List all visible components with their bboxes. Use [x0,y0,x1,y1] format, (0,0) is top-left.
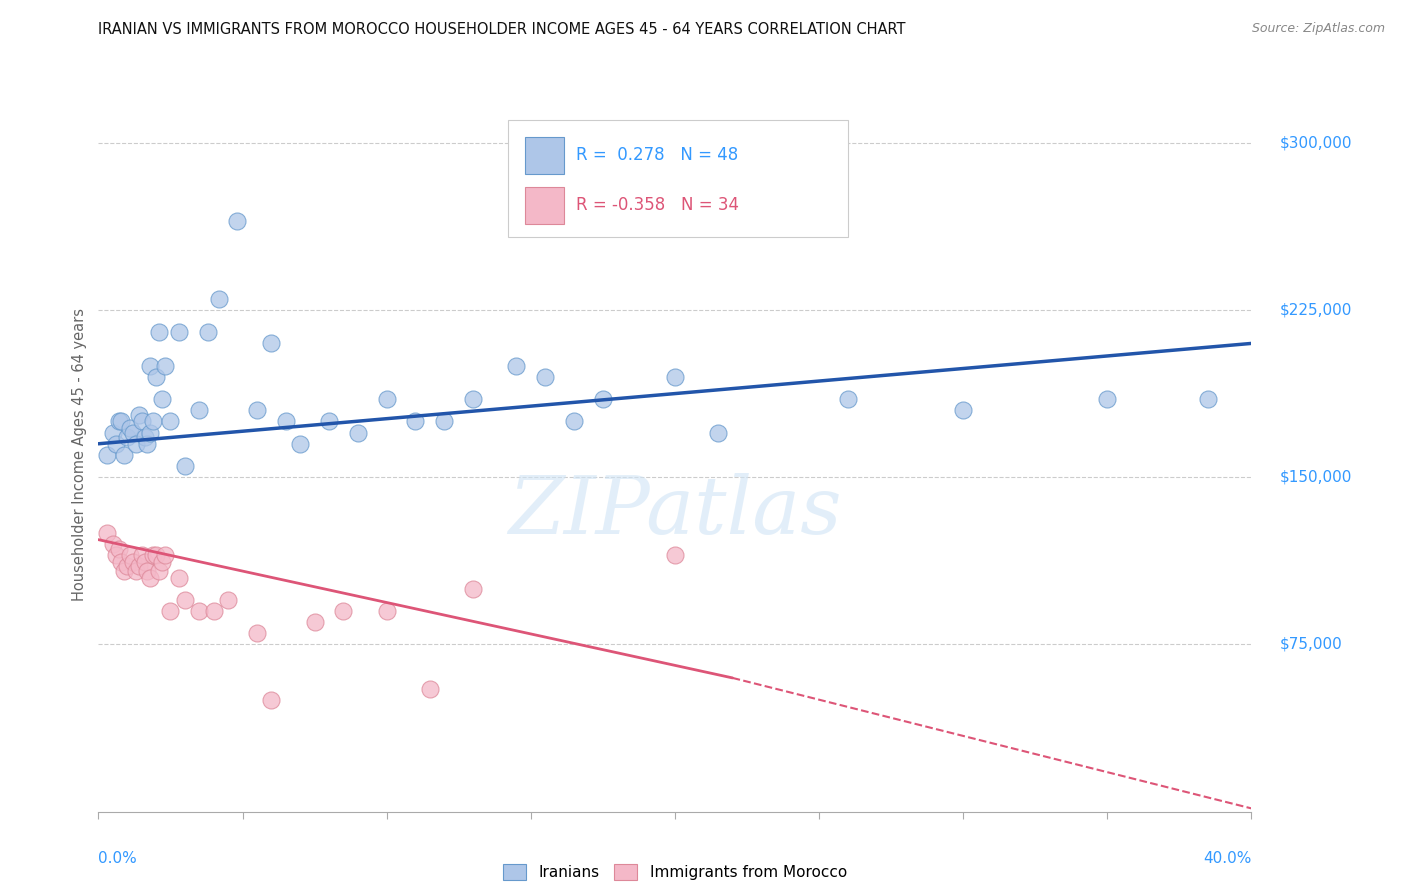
Point [139,359,162,373]
Point [145,369,167,384]
Point [96,448,118,462]
Point [188,604,211,618]
Point [332,604,354,618]
Point [707,425,730,440]
Point [112,564,135,578]
Point [837,392,859,407]
Point [1197,392,1219,407]
Point [107,414,129,428]
Point [197,325,219,339]
Point [159,604,181,618]
Point [208,292,231,306]
Point [246,626,269,640]
Text: R =  0.278   N = 48: R = 0.278 N = 48 [575,146,738,164]
Point [122,555,145,569]
Point [461,582,484,596]
Point [1097,392,1119,407]
Point [952,403,974,417]
Point [136,436,159,450]
Text: R = -0.358   N = 34: R = -0.358 N = 34 [575,196,738,214]
Point [131,548,153,563]
Point [128,559,150,574]
Point [419,681,441,696]
Point [246,403,269,417]
Point [142,548,165,563]
Point [107,541,129,556]
Point [260,693,283,707]
Point [139,425,162,440]
Point [167,571,190,585]
Point [150,392,173,407]
Point [128,408,150,422]
Point [274,414,297,428]
Point [131,414,153,428]
Text: ZIPatlas: ZIPatlas [508,474,842,550]
Point [125,436,148,450]
Point [148,325,170,339]
Point [145,548,167,563]
Point [117,430,138,444]
Point [433,414,456,428]
Point [405,414,427,428]
Text: $300,000: $300,000 [1281,136,1353,150]
Point [104,436,127,450]
Point [534,369,557,384]
Point [153,548,176,563]
Point [202,604,225,618]
Point [225,213,247,227]
FancyBboxPatch shape [524,136,564,174]
FancyBboxPatch shape [508,120,848,237]
Point [117,559,138,574]
Point [260,336,283,351]
Y-axis label: Householder Income Ages 45 - 64 years: Householder Income Ages 45 - 64 years [72,309,87,601]
Legend: Iranians, Immigrants from Morocco: Iranians, Immigrants from Morocco [496,858,853,886]
Point [139,571,162,585]
Point [167,325,190,339]
Point [174,458,197,473]
Point [110,414,132,428]
Point [375,604,398,618]
Point [122,425,145,440]
Point [562,414,585,428]
Point [304,615,326,630]
Text: $75,000: $75,000 [1281,637,1343,652]
Point [318,414,340,428]
Point [346,425,368,440]
Text: Source: ZipAtlas.com: Source: ZipAtlas.com [1251,22,1385,36]
Point [134,555,156,569]
Point [96,526,118,541]
Point [136,564,159,578]
Point [188,403,211,417]
Point [120,548,142,563]
Point [664,548,686,563]
FancyBboxPatch shape [524,186,564,224]
Point [664,369,686,384]
Point [174,592,197,607]
Point [125,564,148,578]
Point [217,592,239,607]
Text: $150,000: $150,000 [1281,470,1353,484]
Point [101,537,124,551]
Point [150,555,173,569]
Point [120,421,142,435]
Point [112,448,135,462]
Text: 0.0%: 0.0% [98,851,138,866]
Point [104,548,127,563]
Text: 40.0%: 40.0% [1204,851,1251,866]
Point [134,430,156,444]
Point [142,414,165,428]
Text: IRANIAN VS IMMIGRANTS FROM MOROCCO HOUSEHOLDER INCOME AGES 45 - 64 YEARS CORRELA: IRANIAN VS IMMIGRANTS FROM MOROCCO HOUSE… [98,22,905,37]
Point [153,359,176,373]
Point [592,392,614,407]
Point [290,436,312,450]
Point [375,392,398,407]
Point [505,359,527,373]
Point [148,564,170,578]
Text: $225,000: $225,000 [1281,302,1353,318]
Point [461,392,484,407]
Point [159,414,181,428]
Point [110,555,132,569]
Point [101,425,124,440]
